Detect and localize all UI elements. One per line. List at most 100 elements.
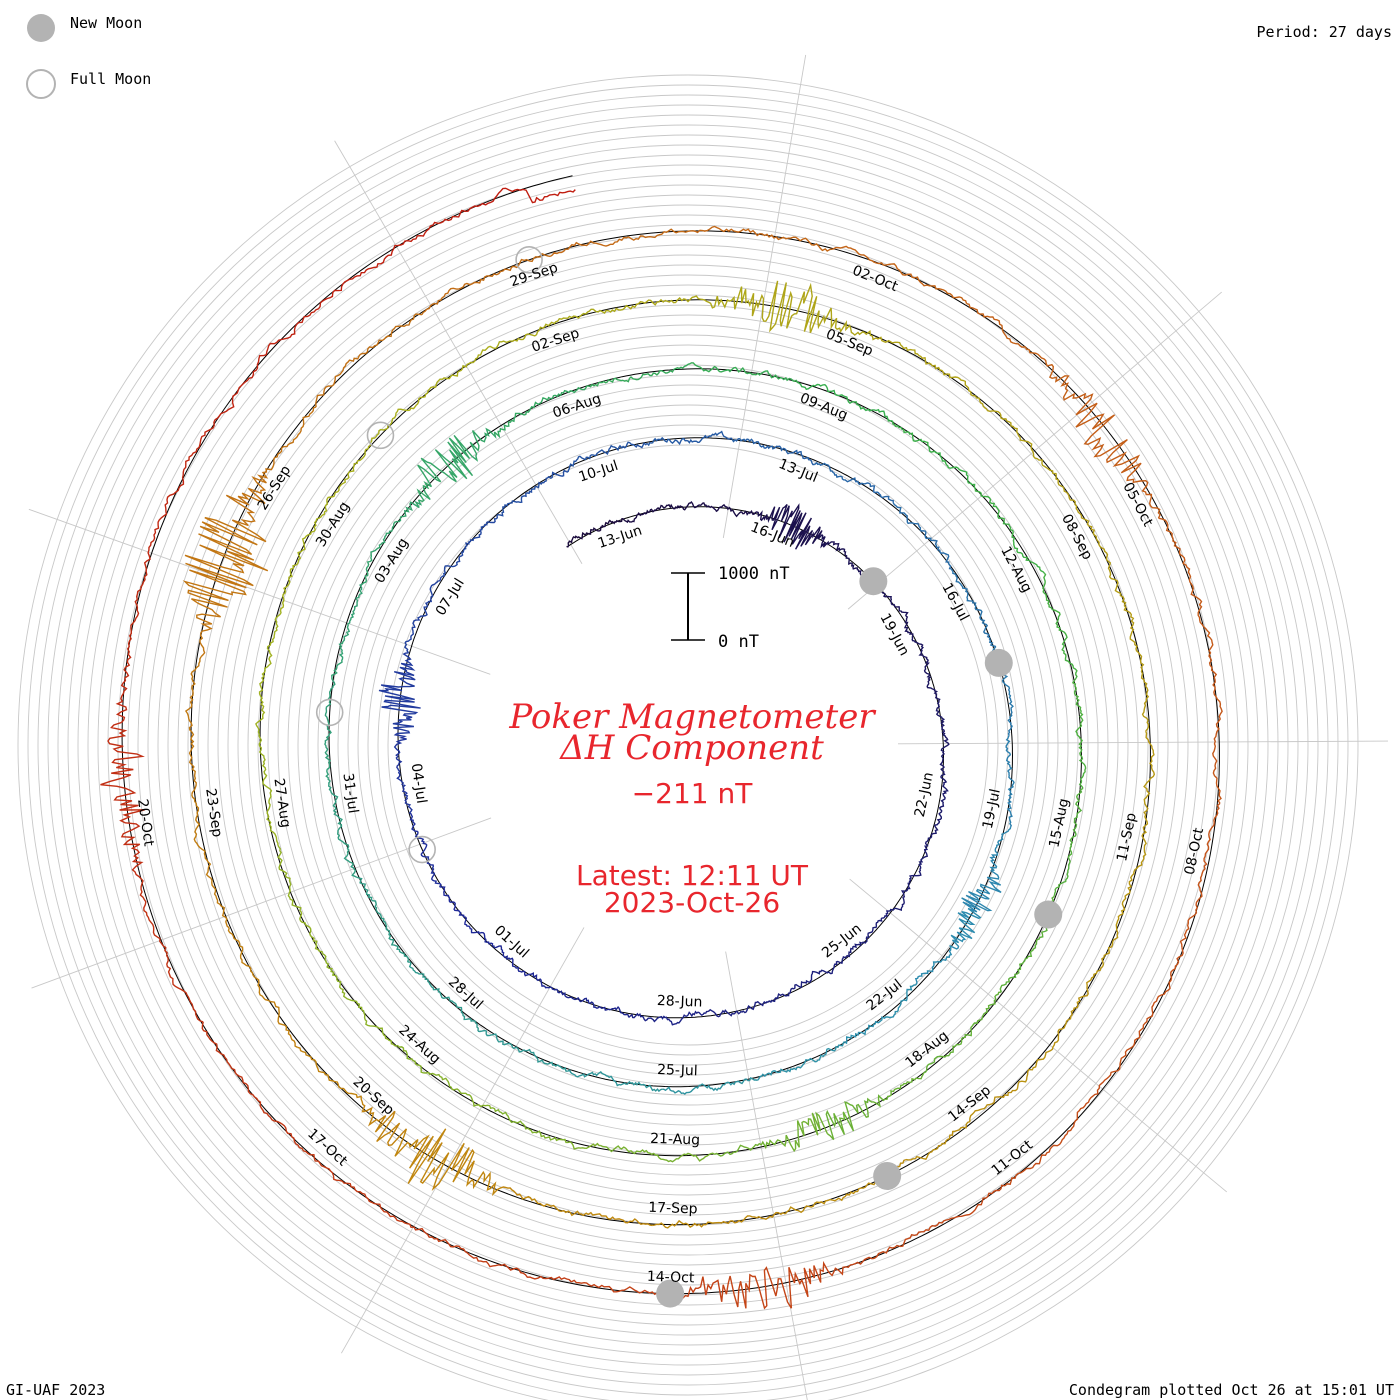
scale-bottom-label: 0 nT xyxy=(718,632,759,652)
grid-ring xyxy=(367,424,1009,1066)
grid-ring xyxy=(87,144,1289,1346)
grid-ring xyxy=(377,434,999,1056)
grid-ring xyxy=(197,254,1179,1236)
grid-ring xyxy=(27,84,1349,1400)
date-tick-label: 25-Jul xyxy=(657,1062,698,1079)
date-tick-label: 21-Aug xyxy=(650,1131,700,1149)
trace-segment xyxy=(1208,655,1223,804)
date-tick-label: 22-Jul xyxy=(864,976,906,1014)
trace-segment xyxy=(624,502,690,524)
date-tick-label: 13-Jul xyxy=(776,456,820,486)
chart-subtitle: ΔH Component xyxy=(558,728,824,768)
date-tick-label: 20-Oct xyxy=(134,798,157,848)
trace-segment xyxy=(255,610,282,729)
date-tick-label: 01-Jul xyxy=(491,923,532,962)
full-moon-legend-label: Full Moon xyxy=(70,70,151,88)
trace-segment xyxy=(714,1111,829,1157)
trace-segment xyxy=(814,461,894,503)
date-tick-label: 17-Sep xyxy=(648,1200,698,1218)
trace-segment xyxy=(905,1088,1018,1161)
trace-segment xyxy=(455,187,576,218)
trace-segment xyxy=(492,1107,601,1150)
trace-segment xyxy=(891,420,976,490)
date-tick-label: 28-Jul xyxy=(445,974,486,1013)
new-moon-legend-icon xyxy=(27,14,55,42)
trace-segment xyxy=(319,215,456,304)
trace-segment xyxy=(378,652,421,735)
trace-segment xyxy=(1123,605,1150,732)
grid-spoke xyxy=(897,740,1388,745)
trace-segment xyxy=(704,995,779,1018)
trace-segment xyxy=(1158,517,1214,657)
trace-segment xyxy=(393,732,413,814)
grid-ring xyxy=(357,414,1019,1076)
scale-bar: 1000 nT 0 nT xyxy=(671,564,790,652)
trace-segment xyxy=(566,517,626,548)
trace-segment xyxy=(966,303,1078,401)
trace-segment xyxy=(662,1077,758,1095)
grid-spoke xyxy=(725,951,808,1400)
new-moon-marker xyxy=(859,567,888,596)
trace-segment xyxy=(832,245,968,304)
grid-ring xyxy=(327,384,1049,1106)
trace-segment xyxy=(297,1046,407,1146)
trace-segment xyxy=(923,991,1002,1074)
latest-time: Latest: 12:11 UT xyxy=(576,859,809,892)
trace-segment xyxy=(496,469,569,517)
trace-segment xyxy=(257,727,279,846)
trace-segment xyxy=(409,812,442,888)
grid-spoke xyxy=(28,508,491,675)
grid-ring xyxy=(17,74,1359,1400)
grid-ring xyxy=(287,344,1089,1146)
full-moon-marker xyxy=(408,835,436,864)
date-tick-label: 11-Sep xyxy=(1114,811,1140,863)
new-moon-marker xyxy=(1034,900,1063,929)
trace-segment xyxy=(139,878,204,1023)
grid-ring xyxy=(387,444,989,1046)
trace-segment xyxy=(935,701,950,774)
trace-segment xyxy=(549,228,691,257)
grid-ring xyxy=(187,244,1189,1246)
grid-ring xyxy=(97,154,1279,1336)
grid-ring xyxy=(297,354,1079,1136)
full-moon-marker xyxy=(515,246,543,274)
new-moon-marker xyxy=(656,1279,685,1308)
trace-segment xyxy=(297,1144,427,1234)
date-tick-label: 19-Jul xyxy=(980,787,1004,830)
date-labels: 13-Jun 16-Jun19-Jun22-Jun25-Jun28-Jun01-J… xyxy=(134,260,1207,1287)
trace-segment xyxy=(646,430,733,447)
grid-ring xyxy=(77,134,1299,1356)
date-tick-label: 06-Aug xyxy=(551,391,603,422)
trace-segment xyxy=(213,302,322,423)
trace-segment xyxy=(1004,1076,1110,1187)
date-tick-label: 10-Jul xyxy=(577,458,621,486)
trace-segment xyxy=(225,406,317,527)
grid-ring xyxy=(107,164,1269,1326)
trace-segment xyxy=(652,1211,786,1229)
full-moon-marker xyxy=(315,698,344,727)
date-tick-label: 31-Jul xyxy=(339,772,361,814)
grid-spoke xyxy=(341,927,585,1354)
trace-segment xyxy=(1005,734,1015,828)
trace-segment xyxy=(184,656,202,795)
date-tick-label: 07-Jul xyxy=(433,576,468,619)
trace-segment xyxy=(914,907,982,985)
trace-segment xyxy=(277,844,324,954)
grid-spoke xyxy=(849,878,1228,1193)
trace-segment xyxy=(493,385,588,439)
grid xyxy=(17,54,1388,1400)
trace-segment xyxy=(279,498,329,611)
date-tick-label: 22-Jun xyxy=(912,771,937,819)
trace-segment xyxy=(520,1195,653,1227)
trace-segment xyxy=(628,286,755,310)
full-moon-marker xyxy=(366,421,395,450)
grid-ring xyxy=(237,294,1139,1196)
trace-segment xyxy=(409,340,511,411)
trace-segment xyxy=(510,304,629,343)
scale-top-label: 1000 nT xyxy=(718,564,790,584)
trace-segment xyxy=(1053,787,1084,896)
grid-ring xyxy=(177,234,1199,1256)
trace-segment xyxy=(1090,860,1144,981)
trace-segment xyxy=(439,886,494,946)
